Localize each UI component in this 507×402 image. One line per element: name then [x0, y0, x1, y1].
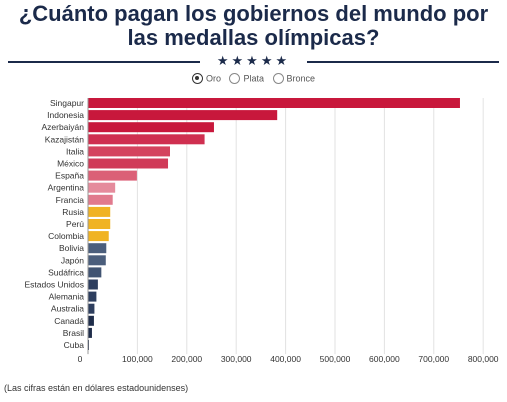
bar — [88, 182, 116, 193]
x-tick-label: 700,000 — [418, 354, 449, 364]
bar — [88, 327, 92, 338]
category-label: Japón — [61, 255, 84, 265]
bar — [88, 315, 94, 326]
bar — [88, 98, 460, 108]
x-tick-label: 600,000 — [369, 354, 400, 364]
bar — [88, 170, 137, 181]
bar — [88, 158, 169, 169]
category-label: Azerbaiyán — [41, 122, 84, 132]
category-label: Rusia — [62, 207, 84, 217]
radio-selected-icon[interactable] — [191, 73, 203, 85]
legend-item-plata[interactable]: Plata — [229, 73, 264, 85]
stars-ornament: ★★★★★ — [216, 53, 291, 68]
bar — [88, 303, 95, 314]
x-tick-label: 100,000 — [122, 354, 153, 364]
x-tick-label: 800,000 — [468, 354, 499, 364]
category-label: Australia — [51, 304, 84, 314]
category-label: Singapur — [50, 98, 84, 108]
x-tick-label: 0 — [78, 354, 83, 364]
bar — [88, 267, 102, 278]
title-rule-left — [8, 61, 200, 63]
title-line-1: ¿Cuánto pagan los gobiernos del mundo po… — [18, 1, 489, 26]
category-label: Cuba — [64, 340, 85, 350]
legend-item-oro[interactable]: Oro — [191, 73, 221, 85]
legend-label-plata: Plata — [243, 73, 264, 84]
title-line-2: las medallas olímpicas? — [127, 25, 380, 50]
bar — [88, 219, 111, 229]
category-label: Perú — [66, 219, 84, 229]
category-label: Sudáfrica — [48, 267, 84, 277]
bar — [88, 279, 98, 290]
bar — [88, 243, 107, 254]
bar — [88, 206, 111, 217]
category-label: Bolivia — [59, 243, 84, 253]
radio-icon[interactable] — [229, 73, 241, 85]
category-label: Canadá — [54, 316, 84, 326]
category-label: Estados Unidos — [24, 280, 84, 290]
legend-item-bronce[interactable]: Bronce — [272, 73, 316, 85]
category-label: Colombia — [48, 231, 84, 241]
category-label: Kazajistán — [45, 134, 84, 144]
category-label: Argentina — [48, 183, 85, 193]
bar — [88, 231, 109, 242]
title-rule-right — [307, 61, 499, 63]
bar — [88, 255, 106, 266]
bar — [88, 110, 278, 121]
bar-chart: Singapur Indonesia Azerbaiyán Kazajistán Ita… — [24, 98, 499, 364]
x-tick-label: 200,000 — [171, 354, 202, 364]
x-tick-label: 400,000 — [270, 354, 301, 364]
legend-label-bronce: Bronce — [286, 73, 316, 84]
bar — [88, 146, 170, 157]
bar — [88, 134, 205, 145]
footnote: (Las cifras están en dólares estadounide… — [4, 383, 189, 393]
category-label: España — [55, 171, 84, 181]
category-label: Italia — [66, 146, 84, 156]
x-tick-label: 500,000 — [320, 354, 351, 364]
legend-label-oro: Oro — [205, 73, 221, 84]
chart-title: ¿Cuánto pagan los gobiernos del mundo po… — [0, 2, 507, 50]
category-label: Brasil — [63, 328, 84, 338]
category-label: Alemania — [49, 292, 85, 302]
category-label: Francia — [56, 195, 85, 205]
bar — [88, 194, 113, 205]
medal-legend: Oro Plata Bronce — [0, 73, 507, 85]
bar — [88, 122, 214, 133]
category-label: Indonesia — [47, 110, 84, 120]
radio-icon[interactable] — [272, 73, 284, 85]
category-label: México — [57, 159, 84, 169]
x-tick-label: 300,000 — [221, 354, 252, 364]
bar — [88, 291, 97, 302]
